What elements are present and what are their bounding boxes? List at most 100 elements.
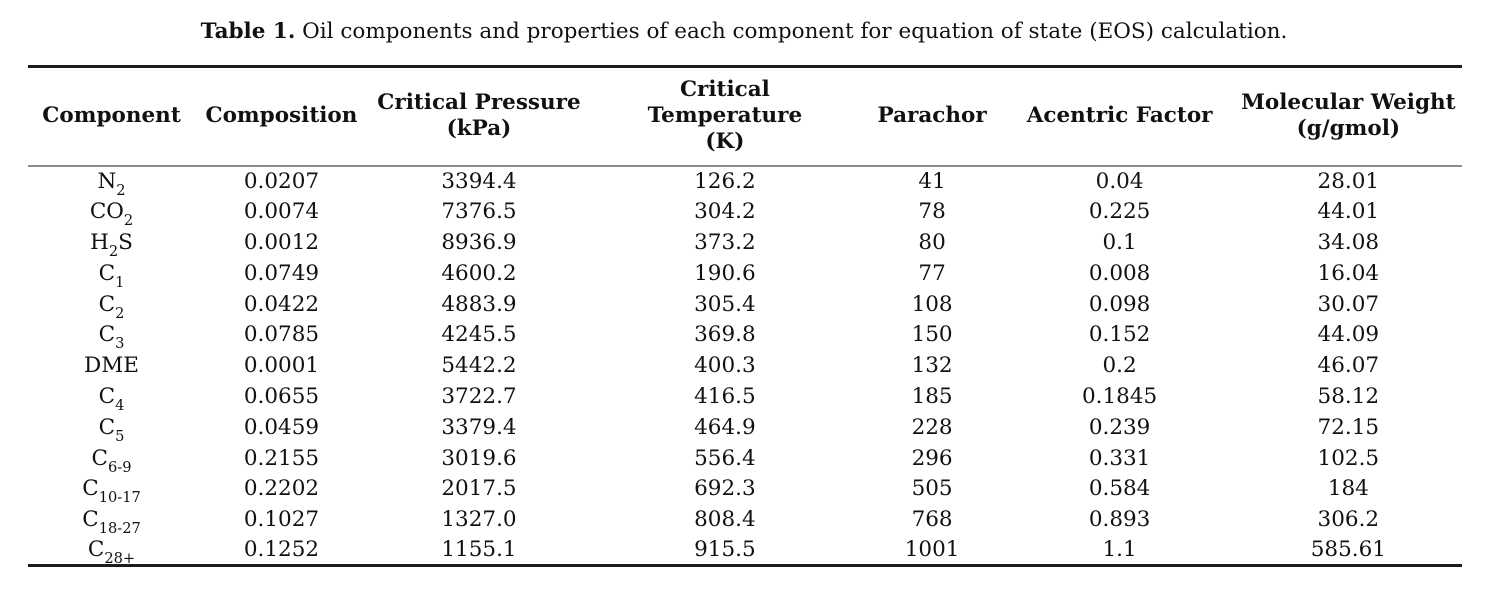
value-cell: 416.5: [694, 383, 756, 409]
value-cell: 7376.5: [441, 199, 517, 225]
value-cell: 30.07: [1317, 291, 1380, 317]
value-cell: 0.0001: [243, 353, 320, 379]
value-cell: 304.2: [694, 199, 756, 225]
value-cell: 0.239: [1088, 414, 1151, 440]
value-cell: 0.1252: [243, 537, 320, 563]
value-cell: 102.5: [1317, 445, 1380, 471]
value-cell: 692.3: [694, 476, 756, 502]
component-cell: C5: [98, 414, 125, 445]
value-cell: 296: [911, 445, 953, 471]
value-cell: 150: [911, 322, 953, 348]
table-caption: Table 1. Oil components and properties o…: [0, 0, 1488, 46]
value-cell: 44.09: [1317, 322, 1380, 348]
table-row: C28+ 0.1252 1155.1 915.5 1001 1.1 585.61: [28, 535, 1462, 566]
table-row: C2 0.0422 4883.9 305.4 108 0.098 30.07: [28, 289, 1462, 322]
value-cell: 1.1: [1102, 537, 1137, 563]
value-cell: 8936.9: [441, 229, 517, 255]
value-cell: 77: [918, 260, 946, 286]
component-cell: C28+: [87, 537, 136, 568]
value-cell: 0.1845: [1081, 383, 1158, 409]
value-cell: 190.6: [694, 260, 756, 286]
value-cell: 400.3: [694, 353, 756, 379]
value-cell: 58.12: [1317, 383, 1380, 409]
table-row: C5 0.0459 3379.4 464.9 228 0.239 72.15: [28, 412, 1462, 445]
value-cell: 41: [918, 168, 946, 194]
value-cell: 0.0422: [243, 291, 320, 317]
component-subscript: 3: [115, 335, 125, 353]
table-row: C4 0.0655 3722.7 416.5 185 0.1845 58.12: [28, 381, 1462, 415]
component-cell: H2S: [90, 229, 133, 261]
component-cell: C18-27: [82, 507, 141, 538]
table-header: Component Composition Critical Pressure …: [28, 67, 1462, 166]
value-cell: 0.0459: [243, 414, 320, 440]
value-cell: 768: [911, 507, 953, 533]
table-row: CO2 0.0074 7376.5 304.2 78 0.225 44.01: [28, 196, 1462, 230]
component-subscript: 1: [115, 273, 125, 291]
data-table: Component Composition Critical Pressure …: [28, 65, 1462, 568]
component-cell: DME: [84, 353, 139, 379]
column-header-molecular-weight: Molecular Weight (g/gmol): [1241, 90, 1456, 142]
column-header-component: Component: [42, 103, 181, 129]
value-cell: 4883.9: [441, 291, 517, 317]
value-cell: 0.008: [1088, 260, 1151, 286]
column-header-critical-pressure: Critical Pressure (kPa): [377, 90, 581, 142]
value-cell: 0.0012: [243, 229, 320, 255]
value-cell: 0.2: [1102, 353, 1137, 379]
value-cell: 0.098: [1088, 291, 1151, 317]
table-caption-text: Oil components and properties of each co…: [302, 19, 1288, 44]
value-cell: 80: [918, 229, 946, 255]
table-row: DME 0.0001 5442.2 400.3 132 0.2 46.07: [28, 350, 1462, 381]
column-header-critical-temperature: Critical Temperature (K): [647, 77, 803, 155]
table-caption-label: Table 1.: [200, 19, 296, 44]
table-row: C18-27 0.1027 1327.0 808.4 768 0.893 306.2: [28, 504, 1462, 538]
value-cell: 305.4: [694, 291, 756, 317]
value-cell: 0.2202: [243, 476, 320, 502]
table-header-row: Component Composition Critical Pressure …: [28, 67, 1462, 166]
value-cell: 464.9: [694, 414, 756, 440]
value-cell: 1001: [904, 537, 960, 563]
value-cell: 0.04: [1095, 168, 1144, 194]
value-cell: 108: [911, 291, 953, 317]
table-row: N2 0.0207 3394.4 126.2 41 0.04 28.01: [28, 166, 1462, 199]
value-cell: 16.04: [1317, 260, 1380, 286]
table-row: C6-9 0.2155 3019.6 556.4 296 0.331 102.5: [28, 443, 1462, 476]
value-cell: 228: [911, 414, 953, 440]
component-cell: C4: [98, 383, 125, 415]
value-cell: 4600.2: [441, 260, 517, 286]
value-cell: 0.0207: [243, 168, 320, 194]
value-cell: 0.0655: [243, 383, 320, 409]
value-cell: 0.0785: [243, 322, 320, 348]
value-cell: 585.61: [1310, 537, 1386, 563]
value-cell: 556.4: [694, 445, 756, 471]
table-row: H2S 0.0012 8936.9 373.2 80 0.1 34.08: [28, 227, 1462, 261]
value-cell: 126.2: [694, 168, 756, 194]
value-cell: 0.1: [1102, 229, 1137, 255]
value-cell: 78: [918, 199, 946, 225]
table-row: C3 0.0785 4245.5 369.8 150 0.152 44.09: [28, 319, 1462, 353]
column-header-parachor: Parachor: [877, 103, 987, 129]
value-cell: 132: [911, 353, 953, 379]
value-cell: 808.4: [694, 507, 756, 533]
value-cell: 0.0074: [243, 199, 320, 225]
value-cell: 0.152: [1088, 322, 1151, 348]
component-subscript: 4: [115, 397, 125, 415]
value-cell: 3379.4: [441, 414, 517, 440]
component-subscript: 18-27: [98, 520, 141, 538]
value-cell: 915.5: [694, 537, 756, 563]
component-subscript: 5: [115, 427, 125, 445]
component-subscript: 2: [115, 304, 125, 322]
value-cell: 0.893: [1088, 507, 1151, 533]
component-cell: CO2: [89, 199, 134, 230]
value-cell: 4245.5: [441, 322, 517, 348]
component-cell: C6-9: [91, 445, 132, 476]
value-cell: 34.08: [1317, 229, 1380, 255]
value-cell: 369.8: [694, 322, 756, 348]
value-cell: 184: [1327, 476, 1369, 502]
component-subscript: 28+: [104, 550, 136, 568]
value-cell: 3019.6: [441, 445, 517, 471]
value-cell: 44.01: [1317, 199, 1380, 225]
value-cell: 2017.5: [441, 476, 517, 502]
component-cell: N2: [97, 168, 126, 199]
table-row: C1 0.0749 4600.2 190.6 77 0.008 16.04: [28, 258, 1462, 291]
table-row: C10-17 0.2202 2017.5 692.3 505 0.584 184: [28, 473, 1462, 505]
